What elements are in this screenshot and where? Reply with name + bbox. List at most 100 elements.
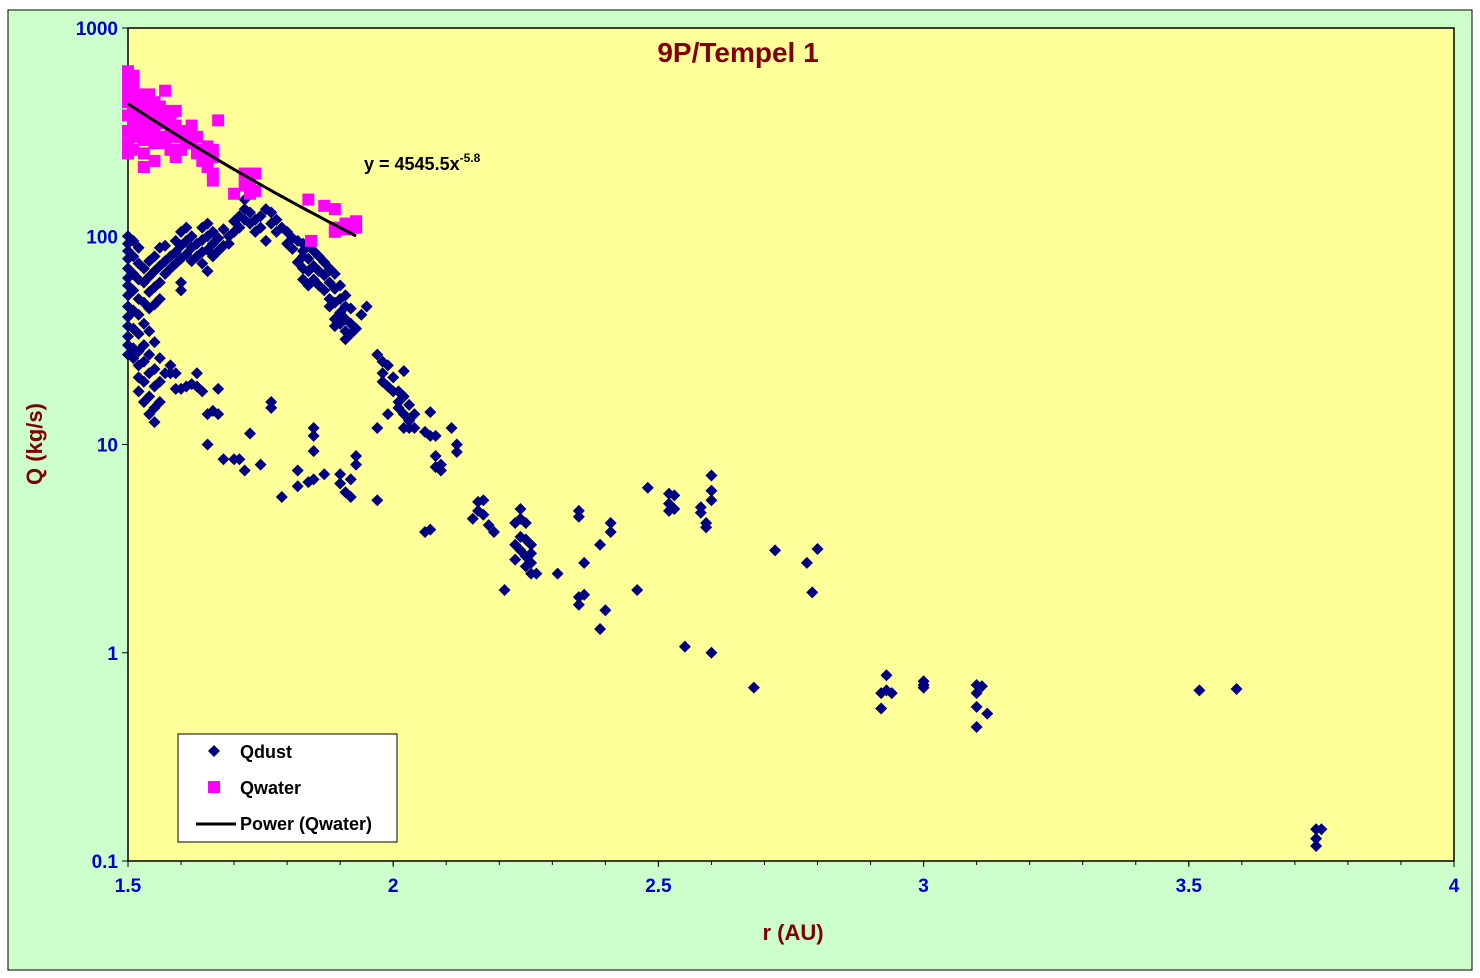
qdust-point bbox=[243, 427, 256, 440]
qdust-point bbox=[487, 526, 500, 539]
qdust-point bbox=[705, 494, 718, 507]
qdust-point bbox=[668, 503, 681, 516]
qdust-point bbox=[747, 681, 760, 694]
qdust-point bbox=[307, 244, 320, 257]
qdust-point bbox=[350, 458, 363, 471]
qdust-point bbox=[678, 640, 691, 653]
legend-water-label: Qwater bbox=[240, 778, 301, 798]
x-tick-label: 2.5 bbox=[645, 876, 672, 897]
qdust-point bbox=[190, 250, 203, 263]
x-tick-label: 2 bbox=[388, 876, 399, 897]
qdust-point bbox=[318, 468, 331, 481]
qdust-point bbox=[132, 385, 145, 398]
qdust-point bbox=[175, 276, 188, 289]
qdust-point bbox=[259, 234, 272, 247]
qwater-point bbox=[127, 143, 140, 156]
qdust-point bbox=[132, 327, 145, 340]
qdust-point bbox=[143, 325, 156, 338]
qdust-point bbox=[350, 322, 363, 335]
qdust-point bbox=[498, 584, 511, 597]
qwater-point bbox=[249, 167, 262, 180]
qdust-point bbox=[175, 252, 188, 265]
trendline-equation-base: y = 4545.5x bbox=[364, 154, 460, 174]
qdust-point bbox=[800, 556, 813, 569]
qdust-point bbox=[509, 553, 522, 566]
qdust-point bbox=[811, 542, 824, 555]
qdust-point bbox=[970, 687, 983, 700]
qdust-point bbox=[148, 250, 161, 263]
qdust-point bbox=[551, 567, 564, 580]
qwater-point bbox=[169, 119, 182, 132]
qdust-point bbox=[222, 237, 235, 250]
qdust-point bbox=[143, 348, 156, 361]
qdust-point bbox=[185, 230, 198, 243]
qdust-point bbox=[137, 317, 150, 330]
qdust-point bbox=[201, 438, 214, 451]
qdust-point bbox=[445, 422, 458, 435]
qdust-point bbox=[153, 352, 166, 365]
qwater-point bbox=[318, 199, 331, 212]
qdust-point bbox=[318, 284, 331, 297]
chart-title: 9P/Tempel 1 bbox=[657, 37, 818, 68]
qdust-point bbox=[122, 330, 134, 343]
y-axis-title: Q (kg/s) bbox=[22, 403, 47, 485]
qdust-point bbox=[360, 300, 373, 313]
qdust-point bbox=[122, 252, 134, 265]
qdust-point bbox=[148, 363, 161, 376]
qdust-point bbox=[350, 450, 363, 463]
legend-dust-label: Qdust bbox=[240, 742, 292, 762]
x-tick-label: 4 bbox=[1449, 876, 1460, 897]
qdust-point bbox=[694, 506, 707, 519]
qdust-point bbox=[127, 352, 140, 365]
qwater-point bbox=[148, 154, 161, 167]
qwater-point bbox=[137, 147, 150, 160]
qdust-point bbox=[164, 250, 177, 263]
qdust-point bbox=[1230, 682, 1243, 695]
qdust-point bbox=[578, 588, 591, 601]
qdust-point bbox=[318, 269, 331, 282]
qdust-point bbox=[344, 490, 357, 503]
qdust-point bbox=[201, 265, 214, 278]
qwater-point bbox=[304, 234, 317, 247]
qdust-point bbox=[334, 468, 347, 481]
qwater-point bbox=[350, 221, 363, 234]
qdust-point bbox=[397, 390, 410, 403]
qwater-point bbox=[228, 187, 241, 200]
qdust-point bbox=[153, 276, 166, 289]
qdust-point bbox=[429, 429, 442, 442]
y-tick-label: 1 bbox=[107, 644, 118, 665]
qdust-point bbox=[434, 464, 447, 477]
qdust-point bbox=[127, 250, 140, 263]
qdust-point bbox=[429, 450, 442, 463]
qdust-point bbox=[981, 707, 994, 720]
qdust-point bbox=[201, 217, 214, 230]
qdust-point bbox=[148, 416, 161, 429]
x-tick-label: 3 bbox=[918, 876, 929, 897]
qdust-point bbox=[132, 241, 145, 254]
qdust-point bbox=[196, 385, 209, 398]
qdust-point bbox=[254, 210, 267, 223]
x-tick-label: 3.5 bbox=[1176, 876, 1203, 897]
qdust-point bbox=[159, 239, 172, 252]
qdust-point bbox=[1310, 840, 1323, 853]
qdust-point bbox=[212, 382, 225, 395]
qdust-point bbox=[164, 359, 177, 372]
qwater-point bbox=[249, 184, 262, 197]
qdust-point bbox=[265, 395, 278, 408]
qdust-point bbox=[159, 255, 172, 268]
qdust-point bbox=[397, 365, 410, 378]
qdust-point bbox=[604, 526, 617, 539]
qdust-point bbox=[196, 257, 209, 270]
qwater-point bbox=[328, 203, 341, 216]
qdust-point bbox=[328, 267, 341, 280]
qdust-point bbox=[143, 255, 156, 268]
qdust-point bbox=[975, 680, 988, 693]
qdust-point bbox=[185, 255, 198, 268]
qwater-point bbox=[190, 130, 203, 143]
qdust-point bbox=[970, 721, 983, 734]
qdust-point bbox=[519, 516, 532, 529]
qdust-point bbox=[641, 481, 654, 494]
qdust-point bbox=[381, 408, 394, 421]
qdust-point bbox=[885, 687, 898, 700]
qdust-point bbox=[307, 429, 320, 442]
